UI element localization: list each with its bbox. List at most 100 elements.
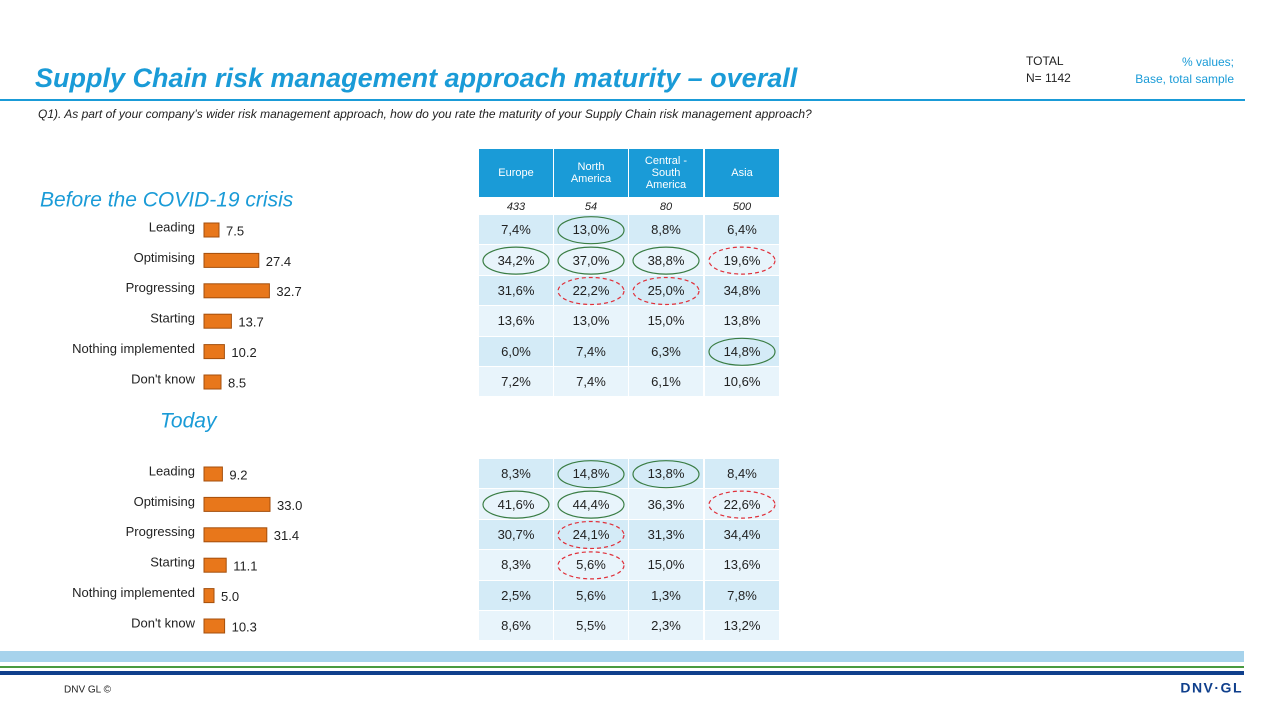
column-header: North America xyxy=(554,149,628,197)
table-cell: 8,3% xyxy=(479,550,553,580)
bar xyxy=(203,344,225,360)
table-cell: 31,3% xyxy=(629,519,703,550)
table-cell: 1,3% xyxy=(629,580,703,610)
highlight-circle xyxy=(557,551,625,580)
highlight-circle xyxy=(708,246,776,275)
table-cell: 13,8% xyxy=(629,459,703,489)
category-label: Starting xyxy=(150,555,195,570)
category-label: Leading xyxy=(149,463,195,478)
table-cell: 8,6% xyxy=(479,611,553,641)
table-cell: 7,4% xyxy=(554,336,628,366)
highlight-circle xyxy=(708,337,776,366)
table-cell: 13,6% xyxy=(479,306,553,336)
highlight-circle xyxy=(557,246,625,275)
note: Base, total sample xyxy=(1135,72,1234,86)
highlight-circle xyxy=(708,490,776,519)
base-count: 54 xyxy=(554,199,628,214)
bar xyxy=(203,222,220,238)
table-cell: 36,3% xyxy=(629,489,703,519)
table-cell: 22,6% xyxy=(705,489,779,519)
value-label: 9.2 xyxy=(229,467,247,482)
table-cell: 6,4% xyxy=(705,215,779,245)
highlight-circle xyxy=(482,490,550,519)
slide-title: Supply Chain risk management approach ma… xyxy=(35,63,798,93)
table-cell: 38,8% xyxy=(629,245,703,275)
highlight-circle xyxy=(632,460,700,489)
table-cell: 5,5% xyxy=(554,611,628,641)
table-cell: 8,3% xyxy=(479,459,553,489)
highlight-circle xyxy=(557,216,625,245)
bar xyxy=(203,374,222,390)
table-cell: 2,3% xyxy=(629,611,703,641)
table-cell: 2,5% xyxy=(479,580,553,610)
table-cell: 6,3% xyxy=(629,336,703,366)
table-cell: 7,2% xyxy=(479,367,553,397)
category-label: Progressing xyxy=(126,280,195,295)
table-cell: 5,6% xyxy=(554,550,628,580)
table-cell: 7,4% xyxy=(479,215,553,245)
bar xyxy=(203,618,226,634)
total-label: TOTAL xyxy=(1026,54,1064,68)
value-label: 8.5 xyxy=(228,375,246,390)
bar xyxy=(203,557,227,573)
highlight-circle xyxy=(557,276,625,306)
category-label: Optimising xyxy=(134,250,195,265)
table-cell: 13,0% xyxy=(554,306,628,336)
highlight-circle xyxy=(557,490,625,519)
table-cell: 15,0% xyxy=(629,306,703,336)
footer-band xyxy=(0,666,1244,668)
bar xyxy=(203,252,260,268)
table-cell: 30,7% xyxy=(479,519,553,550)
logo: DNV·GL xyxy=(1180,680,1243,696)
table-cell: 13,2% xyxy=(705,611,779,641)
base-count: 500 xyxy=(705,199,779,214)
table-cell: 6,0% xyxy=(479,336,553,366)
copyright: DNV GL © xyxy=(64,685,112,696)
table-cell: 31,6% xyxy=(479,275,553,306)
category-label: Nothing implemented xyxy=(72,585,195,600)
category-label: Starting xyxy=(150,311,195,326)
bar xyxy=(203,283,270,299)
bar xyxy=(203,313,232,329)
section-title: Before the COVID-19 crisis xyxy=(40,189,294,212)
category-label: Optimising xyxy=(134,494,195,509)
highlight-circle xyxy=(632,246,700,275)
value-label: 33.0 xyxy=(277,498,302,513)
column-header: Europe xyxy=(479,149,553,197)
highlight-circle xyxy=(557,520,625,550)
table-cell: 8,8% xyxy=(629,215,703,245)
value-label: 10.3 xyxy=(232,619,257,634)
category-label: Don't know xyxy=(131,615,196,630)
table-cell: 7,4% xyxy=(554,367,628,397)
table-cell: 34,4% xyxy=(705,519,779,550)
total-n: N= 1142 xyxy=(1026,71,1071,85)
table-cell: 10,6% xyxy=(705,367,779,397)
table-cell: 19,6% xyxy=(705,245,779,275)
table-cell: 7,8% xyxy=(705,580,779,610)
base-count: 80 xyxy=(629,199,703,214)
table-cell: 5,6% xyxy=(554,580,628,610)
highlight-circle xyxy=(482,246,550,275)
value-label: 32.7 xyxy=(276,284,301,299)
question: Q1). As part of your company’s wider ris… xyxy=(38,107,812,121)
table-cell: 6,1% xyxy=(629,367,703,397)
column-header: Central - South America xyxy=(629,149,703,197)
value-label: 10.2 xyxy=(231,345,256,360)
bar xyxy=(203,496,271,512)
table-cell: 13,8% xyxy=(705,306,779,336)
table-cell: 8,4% xyxy=(705,459,779,489)
bar xyxy=(203,466,223,482)
value-label: 11.1 xyxy=(233,559,257,574)
highlight-circle xyxy=(632,276,700,306)
note: % values; xyxy=(1182,55,1234,69)
value-label: 5.0 xyxy=(221,589,239,604)
value-label: 7.5 xyxy=(226,223,244,238)
column-header: Asia xyxy=(705,149,779,197)
value-label: 31.4 xyxy=(274,528,299,543)
table-cell: 34,8% xyxy=(705,275,779,306)
table-cell: 13,6% xyxy=(705,550,779,580)
bar xyxy=(203,588,215,604)
